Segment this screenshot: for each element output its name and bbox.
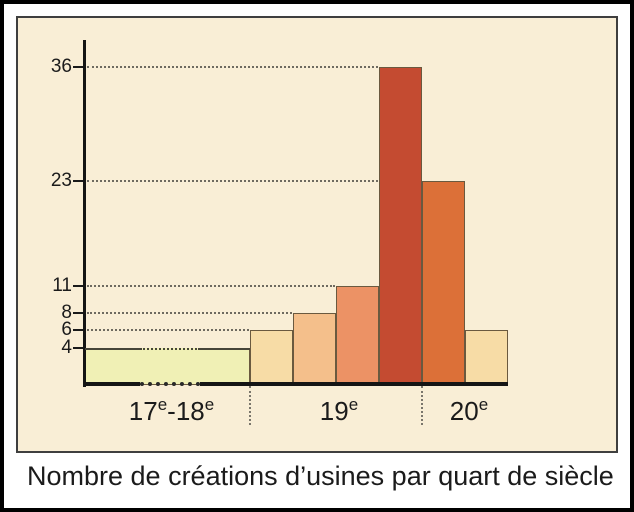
group-separator xyxy=(421,386,423,425)
x-label-text: -18 xyxy=(167,396,205,426)
y-tick-mark xyxy=(73,329,83,331)
x-axis-label-19e: 19e xyxy=(319,395,359,427)
x-axis-label-20e: 20e xyxy=(449,395,489,427)
y-tick-label: 23 xyxy=(50,170,72,191)
x-label-text: 20 xyxy=(449,396,479,426)
bar-19e-11 xyxy=(336,286,379,385)
y-tick-mark xyxy=(73,66,83,68)
y-tick-label: 6 xyxy=(61,319,72,340)
y-tick-mark xyxy=(73,285,83,287)
chart-panel: 17e-18e 19e 20e 36 23 11 8 6 4 xyxy=(16,16,618,453)
bar-19e-6 xyxy=(250,330,293,385)
x-label-superscript: e xyxy=(348,395,359,414)
y-tick-label: 4 xyxy=(61,337,72,358)
guide-line xyxy=(87,180,378,182)
x-axis-label-17e-18e: 17e-18e xyxy=(128,395,215,427)
x-axis-break-dots xyxy=(140,382,200,386)
guide-line xyxy=(87,66,378,68)
x-label-superscript: e xyxy=(204,395,215,414)
y-tick-label: 36 xyxy=(50,56,72,77)
bar-19e-8 xyxy=(293,313,336,385)
group-separator xyxy=(249,386,251,425)
broken-bar-top-dots xyxy=(140,348,200,350)
x-axis-line xyxy=(85,382,140,386)
guide-line xyxy=(87,329,249,331)
bar-19e-36 xyxy=(379,67,422,385)
x-label-superscript: e xyxy=(478,395,489,414)
chart-area: 17e-18e 19e 20e 36 23 11 8 6 4 xyxy=(18,18,616,451)
broken-bar-top xyxy=(200,348,250,350)
guide-line xyxy=(87,285,335,287)
x-axis-line xyxy=(200,382,508,386)
bar-17e-18e-4 xyxy=(85,348,250,385)
broken-bar-top xyxy=(85,348,140,350)
y-tick-mark xyxy=(73,347,83,349)
x-label-text: 17 xyxy=(128,396,158,426)
bar-20e-23 xyxy=(422,181,465,385)
figure-caption: Nombre de créations d’usines par quart d… xyxy=(27,461,614,491)
bar-20e-6 xyxy=(465,330,508,385)
y-tick-mark xyxy=(73,312,83,314)
y-axis-line xyxy=(83,40,86,387)
guide-line xyxy=(87,312,292,314)
y-tick-label: 8 xyxy=(61,302,72,323)
y-tick-label: 11 xyxy=(52,275,72,296)
y-tick-mark xyxy=(73,180,83,182)
x-label-superscript: e xyxy=(157,395,168,414)
x-label-text: 19 xyxy=(319,396,349,426)
